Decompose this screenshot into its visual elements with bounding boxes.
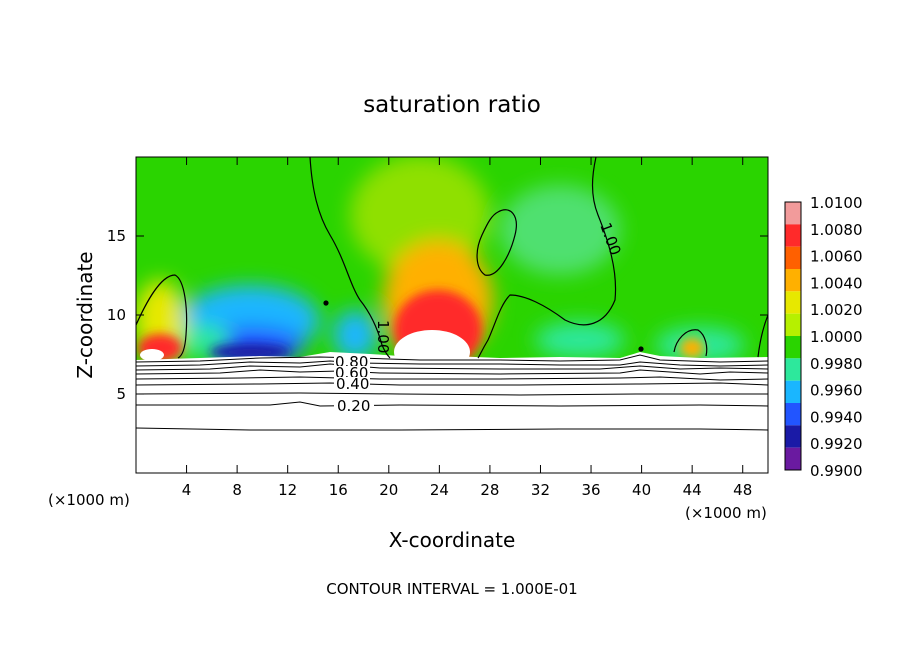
field-patch <box>535 322 625 358</box>
chart-title: saturation ratio <box>363 92 541 118</box>
colorbar-swatch <box>785 224 801 247</box>
colorbar-label: 1.0000 <box>810 328 863 346</box>
contour-line <box>136 363 768 371</box>
y-tick-label: 5 <box>116 385 126 403</box>
colorbar-swatch <box>785 358 801 381</box>
contour-line <box>136 369 768 375</box>
contour-line <box>136 392 768 396</box>
x-tick-label: 36 <box>581 481 600 499</box>
x-tick-label: 28 <box>480 481 499 499</box>
x-tick-label: 8 <box>232 481 242 499</box>
x-tick-label: 20 <box>379 481 398 499</box>
colorbar-swatch <box>785 425 801 448</box>
y-axis-label: Z-coordinate <box>73 251 97 378</box>
contour-line <box>136 274 188 359</box>
colorbar-swatch <box>785 380 801 403</box>
plot-area <box>136 157 768 473</box>
contour-line <box>136 354 768 363</box>
contour-label-bg <box>334 377 370 391</box>
colorbar-swatch <box>785 313 801 336</box>
saturated-core <box>140 349 164 361</box>
field-patch <box>680 338 704 358</box>
x-unit-left: (×1000 m) <box>48 491 130 509</box>
colorbar-label: 0.9940 <box>810 408 863 426</box>
contour-dot <box>638 346 644 352</box>
x-tick-label: 48 <box>733 481 752 499</box>
colorbar-label: 1.0060 <box>810 248 863 266</box>
colorbar-swatch <box>785 336 801 359</box>
y-tick-label: 10 <box>107 306 126 324</box>
contour-line <box>477 157 617 359</box>
x-tick-label: 32 <box>531 481 550 499</box>
colorbar-swatch <box>785 447 801 470</box>
contour-interval-footer: CONTOUR INTERVAL = 1.000E-01 <box>326 580 577 598</box>
x-unit-right: (×1000 m) <box>685 504 767 522</box>
colorbar: 1.0100 1.0080 1.0060 1.0040 1.0020 1.0000 0.99… <box>784 194 863 480</box>
field-patch <box>500 185 620 275</box>
colorbar-label: 1.0040 <box>810 274 863 292</box>
contour-dot <box>323 300 329 306</box>
contour-lines <box>136 354 768 431</box>
colorbar-label: 1.0020 <box>810 301 863 319</box>
x-tick-label: 16 <box>329 481 348 499</box>
contour-line <box>136 427 768 431</box>
colorbar-label: 0.9960 <box>810 382 863 400</box>
contour-line <box>476 209 517 276</box>
x-tick-label: 24 <box>430 481 449 499</box>
x-tick-label: 44 <box>683 481 702 499</box>
colorbar-swatch <box>785 403 801 426</box>
colorbar-swatch <box>785 202 801 225</box>
colorbar-label: 0.9920 <box>810 435 863 453</box>
field-patch <box>333 310 377 360</box>
x-axis-label: X-coordinate <box>389 528 516 552</box>
x-axis: 4 8 12 16 20 24 28 32 36 40 44 48 <box>182 157 752 499</box>
contour-label-bg <box>334 366 370 380</box>
contour-label: 0.40 <box>336 375 369 393</box>
field-patch <box>170 324 230 356</box>
contour-label-bg <box>334 397 374 413</box>
contour-line <box>136 376 768 381</box>
contour-line <box>136 382 768 386</box>
colorbar-swatch <box>785 246 801 269</box>
contour-label: 1.00 <box>374 320 392 353</box>
contour-line <box>757 314 768 358</box>
x-tick-label: 40 <box>632 481 651 499</box>
contour-lines-unity <box>136 157 768 359</box>
x-tick-label: 12 <box>278 481 297 499</box>
lower-region <box>136 352 768 473</box>
contour-line <box>673 329 708 357</box>
colorbar-label: 0.9900 <box>810 462 863 480</box>
contour-label: 0.20 <box>337 397 370 415</box>
colorbar-label: 1.0100 <box>810 194 863 212</box>
colorbar-label: 0.9980 <box>810 355 863 373</box>
colorbar-swatch <box>785 269 801 292</box>
contour-line <box>136 360 768 367</box>
colorbar-label: 1.0080 <box>810 221 863 239</box>
x-tick-label: 4 <box>182 481 192 499</box>
colorbar-frame <box>784 201 802 471</box>
contour-line <box>309 157 391 359</box>
y-axis: 5 10 15 <box>107 227 768 403</box>
contour-label-bg <box>334 355 370 369</box>
field-patch <box>210 344 290 360</box>
y-tick-label: 15 <box>107 227 126 245</box>
colorbar-swatch <box>785 291 801 314</box>
